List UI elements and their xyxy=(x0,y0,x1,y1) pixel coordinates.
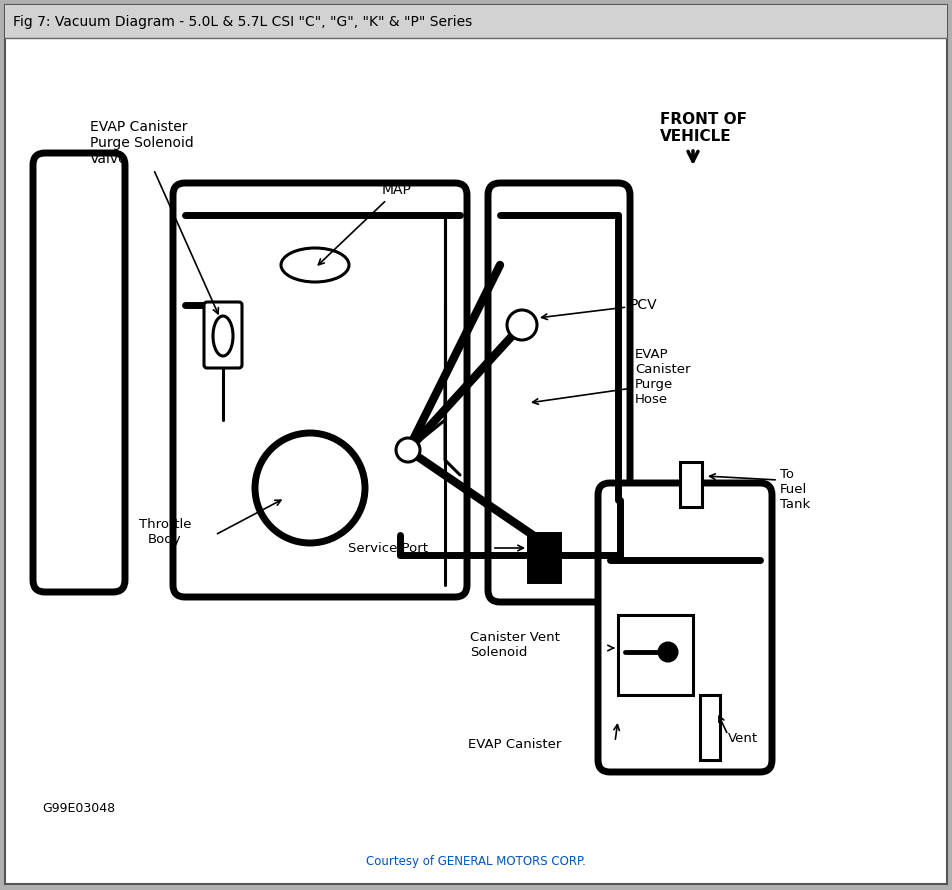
Bar xyxy=(700,695,720,760)
Ellipse shape xyxy=(281,248,348,282)
Text: To
Fuel
Tank: To Fuel Tank xyxy=(779,468,809,511)
Bar xyxy=(680,462,702,507)
Bar xyxy=(5,5,946,38)
Text: EVAP
Canister
Purge
Hose: EVAP Canister Purge Hose xyxy=(634,348,690,406)
Text: G99E03048: G99E03048 xyxy=(42,802,115,814)
Circle shape xyxy=(255,433,365,543)
Circle shape xyxy=(396,438,420,462)
Text: Service Port: Service Port xyxy=(347,541,427,554)
Ellipse shape xyxy=(213,316,232,356)
FancyBboxPatch shape xyxy=(173,183,466,597)
FancyBboxPatch shape xyxy=(204,302,242,368)
Circle shape xyxy=(659,643,676,661)
Text: Vent: Vent xyxy=(727,732,758,745)
FancyBboxPatch shape xyxy=(33,153,125,592)
Text: Throttle
Body: Throttle Body xyxy=(139,518,191,546)
Bar xyxy=(529,535,558,580)
Text: Fig 7: Vacuum Diagram - 5.0L & 5.7L CSI "C", "G", "K" & "P" Series: Fig 7: Vacuum Diagram - 5.0L & 5.7L CSI … xyxy=(13,15,472,29)
Text: FRONT OF
VEHICLE: FRONT OF VEHICLE xyxy=(660,112,746,144)
Text: Canister Vent
Solenoid: Canister Vent Solenoid xyxy=(469,631,559,659)
Text: EVAP Canister
Purge Solenoid
Valve: EVAP Canister Purge Solenoid Valve xyxy=(89,120,218,314)
Text: EVAP Canister: EVAP Canister xyxy=(467,739,561,751)
Text: MAP: MAP xyxy=(318,183,411,265)
FancyBboxPatch shape xyxy=(487,183,629,602)
FancyBboxPatch shape xyxy=(597,483,771,772)
Circle shape xyxy=(506,310,536,340)
Text: PCV: PCV xyxy=(541,298,657,320)
Bar xyxy=(617,615,692,695)
Text: Courtesy of GENERAL MOTORS CORP.: Courtesy of GENERAL MOTORS CORP. xyxy=(366,855,585,869)
